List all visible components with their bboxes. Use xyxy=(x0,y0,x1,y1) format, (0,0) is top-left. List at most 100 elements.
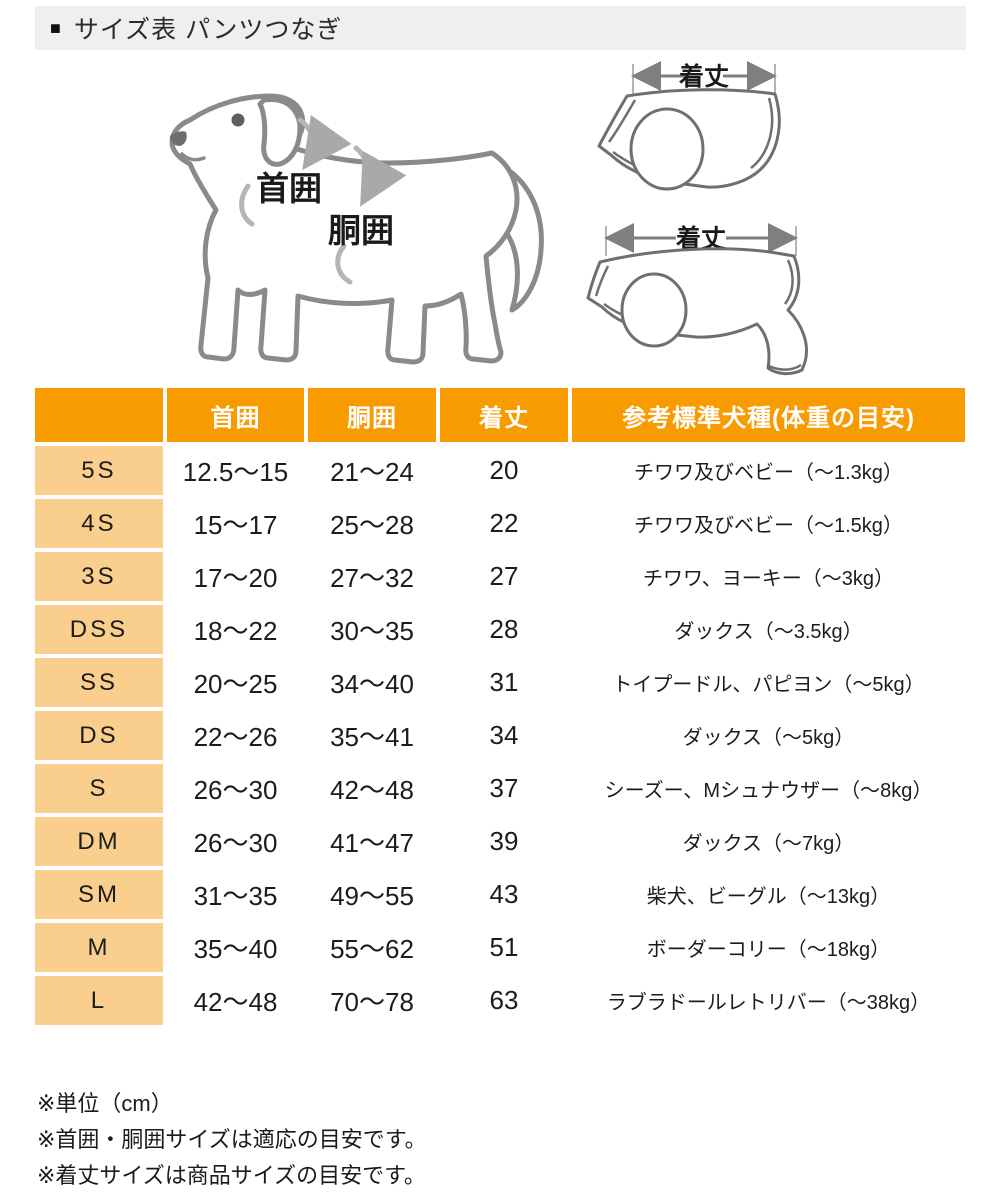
size-cell: L xyxy=(35,976,163,1025)
size-cell: SS xyxy=(35,658,163,707)
size-cell: DS xyxy=(35,711,163,760)
onesie-cuff-line xyxy=(768,363,802,371)
size-cell: 3S xyxy=(35,552,163,601)
length-cell: 27 xyxy=(489,561,519,591)
tank-leg-hole xyxy=(629,107,705,191)
table-row: 3S 17～20 27～32 27 チワワ、ヨーキー（～3kg） xyxy=(35,552,965,601)
tank-back-trim xyxy=(750,97,774,169)
page-title: サイズ表 パンツつなぎ xyxy=(73,16,343,44)
length-cell: 39 xyxy=(489,826,519,856)
length-cell: 28 xyxy=(489,614,519,644)
neck-measure-arrow xyxy=(297,114,352,171)
breed-cell: ボーダーコリー（～18kg） xyxy=(646,939,891,961)
girth-measure-arrow xyxy=(353,145,407,207)
size-cell: M xyxy=(35,923,163,972)
neck-label: 首囲 xyxy=(256,170,322,207)
header-neck: 首囲 xyxy=(166,388,305,442)
neck-cell: 18～22 xyxy=(193,616,278,646)
neck-cell: 31～35 xyxy=(193,881,278,911)
neck-cell: 12.5～15 xyxy=(182,457,289,487)
onesie-diagram: 着丈 xyxy=(586,223,808,376)
breed-cell: チワワ及びベビー（～1.3kg） xyxy=(634,462,903,484)
onesie-collar-trim xyxy=(594,265,610,297)
girth-cell: 21～24 xyxy=(330,457,414,487)
table-row: DSS 18～22 30～35 28 ダックス（～3.5kg） xyxy=(35,605,965,654)
length-cell: 31 xyxy=(489,667,519,697)
size-cell: DM xyxy=(35,817,163,866)
header-breed: 参考標準犬種(体重の目安) xyxy=(571,388,965,442)
table-row: DS 22～26 35～41 34 ダックス（～5kg） xyxy=(35,711,965,760)
table-header-row: 首囲 胴囲 着丈 参考標準犬種(体重の目安) xyxy=(35,388,965,442)
breed-cell: ダックス（～3.5kg） xyxy=(674,621,863,643)
tank-length-label: 着丈 xyxy=(678,62,729,91)
breed-cell: ダックス（～5kg） xyxy=(682,727,855,749)
length-cell: 43 xyxy=(489,879,519,909)
breed-cell: チワワ、ヨーキー（～3kg） xyxy=(642,568,894,590)
length-cell: 34 xyxy=(489,720,519,750)
breed-cell: ダックス（～7kg） xyxy=(682,833,855,855)
length-cell: 22 xyxy=(489,508,519,538)
size-cell: 4S xyxy=(35,499,163,548)
girth-cell: 42～48 xyxy=(330,775,414,805)
table-row: S 26～30 42～48 37 シーズー、Mシュナウザー（～8kg） xyxy=(35,764,965,813)
footnotes: ※単位（cm） ※首囲・胴囲サイズは適応の目安です。 ※着丈サイズは商品サイズの… xyxy=(37,1086,427,1194)
length-cell: 63 xyxy=(489,985,519,1015)
dog-outline xyxy=(169,93,544,365)
table-row: 5S 12.5～15 21～24 20 チワワ及びベビー（～1.3kg） xyxy=(35,446,965,495)
neck-cell: 42～48 xyxy=(193,987,278,1017)
girth-cell: 35～41 xyxy=(330,722,414,752)
dog-eye xyxy=(231,113,245,127)
note-neck-girth: ※首囲・胴囲サイズは適応の目安です。 xyxy=(37,1127,427,1152)
table-row: M 35～40 55～62 51 ボーダーコリー（～18kg） xyxy=(35,923,965,972)
breed-cell: シーズー、Mシュナウザー（～8kg） xyxy=(604,780,933,802)
girth-cell: 25～28 xyxy=(330,510,414,540)
table-row: L 42～48 70～78 63 ラブラドールレトリバー（～38kg） xyxy=(35,976,965,1025)
onesie-leg-hole xyxy=(620,272,688,348)
girth-cell: 49～55 xyxy=(330,881,414,911)
note-unit: ※単位（cm） xyxy=(37,1091,173,1116)
girth-cell: 34～40 xyxy=(330,669,414,699)
girth-cell: 30～35 xyxy=(330,616,414,646)
girth-measure-arc xyxy=(335,243,353,285)
girth-cell: 41～47 xyxy=(330,828,414,858)
breed-cell: トイプードル、パピヨン（～5kg） xyxy=(612,674,925,696)
section-title-bar: ■ サイズ表 パンツつなぎ xyxy=(35,6,966,50)
size-table: 首囲 胴囲 着丈 参考標準犬種(体重の目安) 5S 12.5～15 21～24 … xyxy=(31,384,969,1029)
neck-cell: 22～26 xyxy=(193,722,278,752)
table-row: DM 26～30 41～47 39 ダックス（～7kg） xyxy=(35,817,965,866)
table-row: SS 20～25 34～40 31 トイプードル、パピヨン（～5kg） xyxy=(35,658,965,707)
neck-cell: 26～30 xyxy=(193,775,278,805)
header-length: 着丈 xyxy=(440,388,568,442)
size-cell: S xyxy=(35,764,163,813)
tank-collar-trim xyxy=(607,99,637,143)
neck-measure-arc xyxy=(239,183,255,227)
size-cell: DSS xyxy=(35,605,163,654)
breed-cell: 柴犬、ビーグル（～13kg） xyxy=(646,886,891,908)
table-row: SM 31～35 49～55 43 柴犬、ビーグル（～13kg） xyxy=(35,870,965,919)
neck-cell: 35～40 xyxy=(193,934,278,964)
neck-cell: 26～30 xyxy=(193,828,278,858)
neck-cell: 17～20 xyxy=(193,563,278,593)
size-cell: SM xyxy=(35,870,163,919)
breed-cell: ラブラドールレトリバー（～38kg） xyxy=(606,992,931,1014)
neck-cell: 20～25 xyxy=(193,669,278,699)
dog-nose xyxy=(170,131,187,146)
header-size xyxy=(35,388,163,442)
onesie-back-trim xyxy=(783,259,794,305)
size-cell: 5S xyxy=(35,446,163,495)
girth-cell: 55～62 xyxy=(330,934,414,964)
table-row: 4S 15～17 25～28 22 チワワ及びベビー（～1.5kg） xyxy=(35,499,965,548)
neck-cell: 15～17 xyxy=(193,510,278,540)
note-length: ※着丈サイズは商品サイズの目安です。 xyxy=(37,1163,426,1188)
header-girth: 胴囲 xyxy=(308,388,436,442)
dog-ear xyxy=(257,97,303,167)
square-bullet-icon: ■ xyxy=(50,18,61,38)
length-cell: 37 xyxy=(489,773,519,803)
length-cell: 20 xyxy=(489,455,519,485)
breed-cell: チワワ及びベビー（～1.5kg） xyxy=(634,515,903,537)
dog-measurement-illustration: 首囲 胴囲 xyxy=(169,93,544,365)
girth-cell: 70～78 xyxy=(330,987,414,1017)
dog-mouth xyxy=(180,152,206,162)
tank-top-diagram: 着丈 xyxy=(597,61,781,191)
